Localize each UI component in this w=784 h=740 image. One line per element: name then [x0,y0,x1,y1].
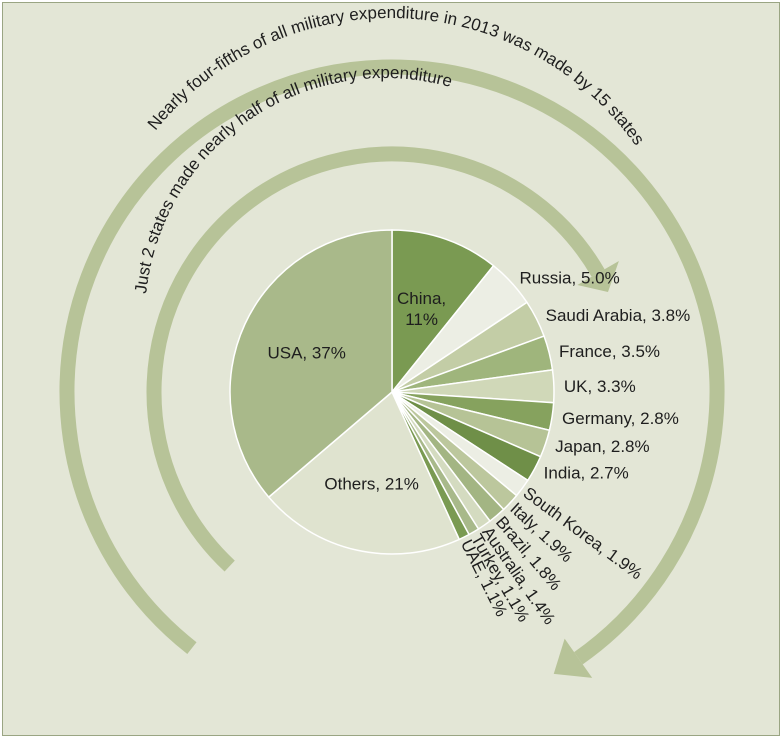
slice-china [391,229,495,395]
label-usa: USA, 37% [267,344,345,363]
inner-arrow-head [577,261,619,293]
label-japan: Japan, 2.8% [555,437,650,456]
outer-arrow-body [59,59,725,665]
slice-others [267,390,461,555]
label-saudi-arabia: Saudi Arabia, 3.8% [546,306,691,325]
label-china: China, 11% [397,289,446,329]
label-uk: UK, 3.3% [564,377,636,396]
outer-arrow-head [553,638,593,678]
pie-slices [229,229,555,555]
annotation-arrows [59,59,725,678]
inner-arrow-body [146,146,605,572]
label-france: France, 3.5% [559,342,660,361]
label-india: India, 2.7% [544,464,629,483]
label-others: Others, 21% [324,475,419,494]
label-germany: Germany, 2.8% [562,409,679,428]
label-russia: Russia, 5.0% [520,268,620,287]
slice-usa [229,229,393,499]
